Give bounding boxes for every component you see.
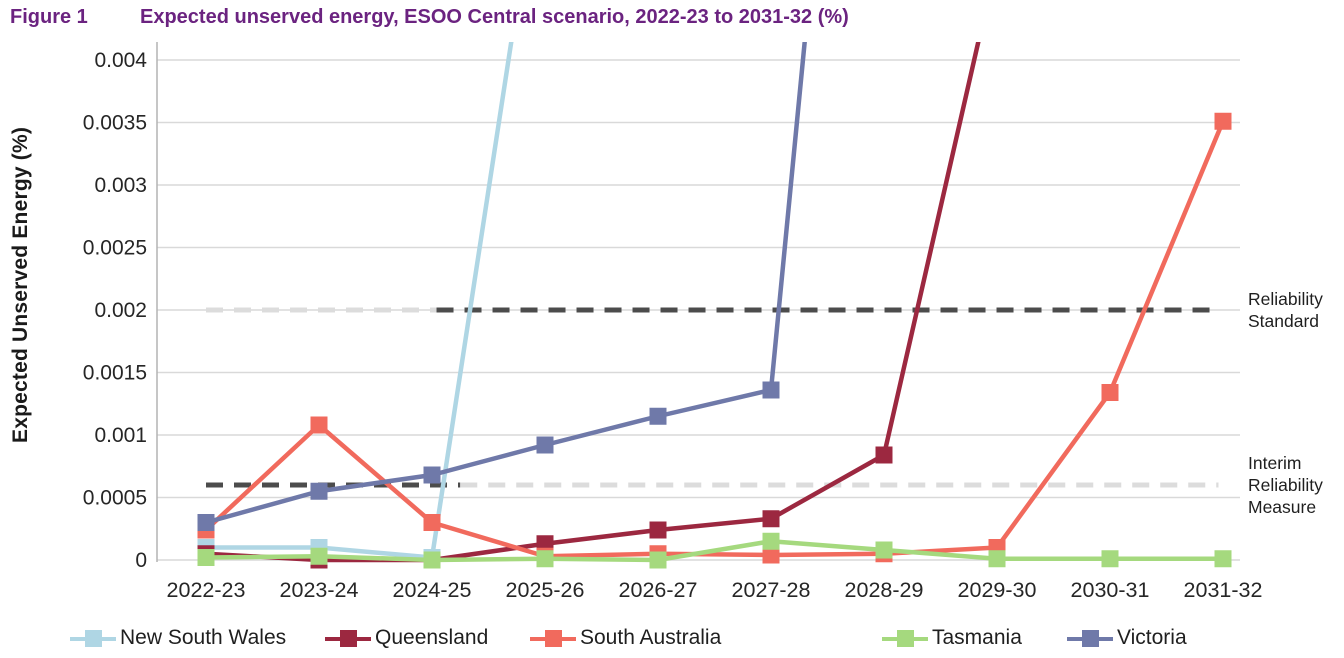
legend-item-new-south-wales: New South Wales bbox=[70, 622, 286, 654]
y-tick-label: 0 bbox=[135, 549, 147, 572]
x-tick-label: 2022-23 bbox=[167, 578, 246, 602]
legend-swatch-tasmania bbox=[882, 629, 928, 647]
series-marker-queensland bbox=[649, 521, 667, 539]
legend-label-queensland: Queensland bbox=[375, 626, 489, 649]
legend-swatch-marker bbox=[545, 629, 562, 647]
legend-label-new-south-wales: New South Wales bbox=[120, 626, 287, 649]
series-marker-queensland bbox=[762, 510, 780, 528]
series-marker-tasmania bbox=[875, 541, 893, 559]
legend-label-south-australia: South Australia bbox=[580, 626, 722, 649]
series-marker-tasmania bbox=[197, 549, 215, 566]
y-tick-label: 0.002 bbox=[94, 299, 147, 322]
y-tick-label: 0.003 bbox=[94, 174, 147, 197]
series-marker-victoria bbox=[536, 436, 554, 454]
legend-item-queensland: Queensland bbox=[325, 622, 488, 654]
series-marker-victoria bbox=[310, 482, 328, 500]
series-marker-tasmania bbox=[1214, 550, 1232, 568]
series-marker-tasmania bbox=[423, 551, 441, 569]
series-marker-tasmania bbox=[536, 550, 554, 568]
legend-swatch-south-australia bbox=[530, 629, 576, 647]
series-group bbox=[197, 42, 1232, 569]
legend-label-tasmania: Tasmania bbox=[932, 626, 1022, 649]
line-chart: 0 0.0005 0.001 0.0015 0.002 0.0025 0.003 0.0035… bbox=[83, 42, 1263, 602]
series-marker-victoria bbox=[423, 466, 441, 484]
annotation-reliability-standard: Reliability Standard bbox=[1248, 289, 1323, 331]
series-marker-tasmania bbox=[649, 551, 667, 569]
figure-label: Figure 1 bbox=[10, 6, 88, 28]
legend-label-victoria: Victoria bbox=[1117, 626, 1187, 649]
x-tick-label: 2031-32 bbox=[1184, 578, 1263, 602]
series-line-tasmania bbox=[205, 539, 1223, 563]
figure-title-text: Expected unserved energy, ESOO Central s… bbox=[140, 6, 849, 28]
series-marker-south-australia bbox=[310, 416, 328, 434]
series-marker-south-australia bbox=[762, 546, 780, 564]
annotation-interim-reliability-measure: Interim Reliability Measure bbox=[1248, 453, 1323, 517]
y-tick-label: 0.0035 bbox=[83, 112, 147, 135]
x-tick-label: 2029-30 bbox=[958, 578, 1037, 602]
x-tick-label: 2030-31 bbox=[1071, 578, 1150, 602]
legend-item-tasmania: Tasmania bbox=[882, 622, 1022, 654]
y-tick-label: 0.0005 bbox=[83, 487, 147, 510]
legend-item-south-australia: South Australia bbox=[530, 622, 721, 654]
legend-swatch-marker bbox=[897, 629, 914, 647]
series-marker-victoria bbox=[197, 514, 215, 531]
legend-swatch-queensland bbox=[325, 629, 371, 647]
y-tick-label: 0.001 bbox=[94, 424, 147, 447]
series-marker-tasmania bbox=[310, 547, 328, 565]
series-marker-victoria bbox=[649, 407, 667, 425]
series-marker-south-australia bbox=[1101, 384, 1119, 401]
figure-title: Figure 1 Expected unserved energy, ESOO C… bbox=[10, 6, 849, 29]
series-marker-south-australia bbox=[1214, 112, 1232, 130]
x-tick-label: 2028-29 bbox=[845, 578, 924, 602]
legend-swatch-marker bbox=[340, 629, 357, 647]
series-marker-tasmania bbox=[1101, 550, 1119, 568]
x-tick-label: 2025-26 bbox=[506, 578, 585, 602]
chart-legend: New South Wales Queensland South Australia… bbox=[0, 622, 1344, 654]
series-marker-south-australia bbox=[423, 514, 441, 531]
series-line-new-south-wales bbox=[206, 42, 514, 560]
legend-swatch-marker bbox=[85, 629, 102, 647]
legend-swatch-victoria bbox=[1067, 629, 1113, 647]
series-line-south-australia bbox=[204, 120, 1226, 559]
y-tick-label: 0.004 bbox=[94, 49, 147, 72]
legend-swatch-marker bbox=[1082, 629, 1099, 647]
series-line-queensland bbox=[205, 42, 981, 563]
series-marker-tasmania bbox=[988, 550, 1006, 568]
y-tick-label: 0.0025 bbox=[83, 237, 147, 260]
x-tick-label: 2026-27 bbox=[619, 578, 698, 602]
x-tick-label: 2023-24 bbox=[280, 578, 359, 602]
x-tick-label: 2024-25 bbox=[393, 578, 472, 602]
series-marker-victoria bbox=[762, 381, 780, 399]
legend-item-victoria: Victoria bbox=[1067, 622, 1187, 654]
legend-swatch-new-south-wales bbox=[70, 629, 116, 647]
series-marker-queensland bbox=[875, 446, 893, 464]
y-tick-label: 0.0015 bbox=[83, 362, 147, 385]
x-tick-label: 2027-28 bbox=[732, 578, 811, 602]
series-marker-tasmania bbox=[762, 532, 780, 550]
